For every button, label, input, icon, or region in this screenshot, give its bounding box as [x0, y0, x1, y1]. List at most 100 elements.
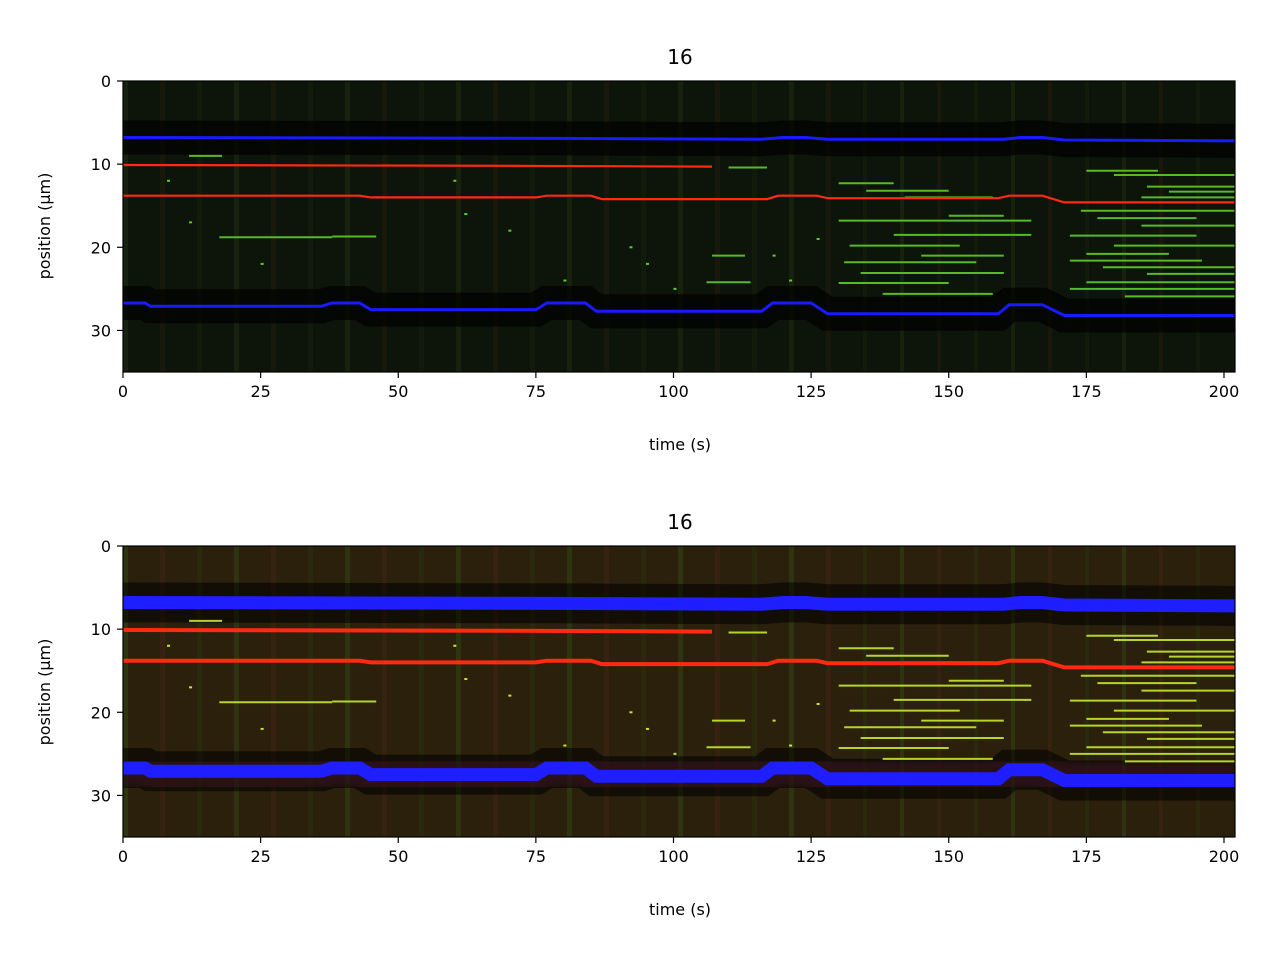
noise-stripe — [570, 546, 571, 837]
noise-stripe — [458, 81, 459, 372]
noise-stripe — [1123, 81, 1124, 372]
noise-stripe — [271, 81, 272, 372]
noise-stripe — [127, 81, 128, 372]
noise-stripe — [275, 546, 276, 837]
noise-stripe — [1014, 81, 1015, 372]
noise-stripe — [345, 546, 346, 837]
bead-line — [123, 761, 1235, 787]
noise-stripe — [457, 81, 458, 372]
noise-stripe — [422, 546, 423, 837]
dna-line — [123, 628, 713, 634]
noise-stripe — [1085, 546, 1086, 837]
noise-stripe — [160, 81, 161, 372]
noise-stripe — [419, 81, 420, 372]
noise-stripe — [976, 81, 977, 372]
noise-stripe — [458, 546, 459, 837]
noise-stripe — [828, 546, 829, 837]
protein-spot — [673, 287, 677, 290]
plot-frame — [122, 80, 1236, 373]
noise-stripe — [606, 546, 607, 837]
noise-stripe — [1085, 81, 1086, 372]
noise-stripe — [606, 81, 607, 372]
x-tick-label: 25 — [250, 847, 270, 866]
noise-stripe — [533, 81, 534, 372]
noise-stripe — [272, 546, 273, 837]
noise-stripe — [1013, 81, 1014, 372]
noise-stripe — [939, 546, 940, 837]
noise-stripe — [752, 546, 753, 837]
noise-stripe — [863, 81, 864, 372]
noise-stripe — [532, 81, 533, 372]
noise-stripe — [1122, 81, 1123, 372]
noise-stripe — [940, 81, 941, 372]
noise-stripe — [644, 81, 645, 372]
noise-stripe — [608, 81, 609, 372]
noise-stripe — [903, 546, 904, 837]
protein-spot — [189, 221, 193, 224]
noise-stripe — [830, 81, 831, 372]
noise-stripe — [1088, 81, 1089, 372]
noise-stripe — [201, 81, 202, 372]
kymograph-panel-top: 16 time (s) position (µm) 0 25 50 75 100 125 1… — [35, 45, 1239, 454]
noise-stripe — [642, 546, 643, 837]
noise-stripe — [866, 81, 867, 372]
y-tick-label: 0 — [101, 537, 111, 556]
noise-stripe — [642, 81, 643, 372]
noise-stripe — [234, 546, 235, 837]
noise-stripe — [495, 546, 496, 837]
noise-stripe — [680, 81, 681, 372]
noise-stripe — [754, 546, 755, 837]
noise-stripe — [755, 81, 756, 372]
noise-stripe — [236, 81, 237, 372]
y-axis-label: position (µm) — [35, 639, 54, 746]
x-tick-label: 50 — [388, 847, 408, 866]
noise-stripe — [977, 546, 978, 837]
x-tick-label: 25 — [250, 382, 270, 401]
noise-stripe — [865, 81, 866, 372]
protein-spot — [789, 744, 793, 747]
noise-stripe — [419, 546, 420, 837]
x-tick-label: 125 — [796, 382, 827, 401]
protein-spot — [772, 719, 776, 722]
noise-stripe — [569, 81, 570, 372]
kymograph-panel-bottom: 16 time (s) position (µm) 0 25 50 75 100 125 1… — [35, 510, 1239, 919]
noise-stripe — [753, 546, 754, 837]
noise-stripe — [235, 81, 236, 372]
protein-spot — [816, 237, 820, 240]
dna-line — [123, 194, 1235, 204]
x-tick-label: 200 — [1209, 847, 1240, 866]
y-tick-label: 10 — [91, 620, 111, 639]
noise-stripe — [792, 81, 793, 372]
noise-stripe — [1086, 81, 1087, 372]
noise-stripe — [940, 546, 941, 837]
noise-stripe — [604, 81, 605, 372]
noise-stripe — [382, 81, 383, 372]
y-axis-label: position (µm) — [35, 173, 54, 280]
noise-stripe — [715, 546, 716, 837]
noise-stripe — [422, 81, 423, 372]
noise-stripe — [236, 546, 237, 837]
noise-stripe — [383, 81, 384, 372]
noise-stripe — [682, 546, 683, 837]
noise-stripe — [715, 81, 716, 372]
protein-spot — [816, 702, 820, 705]
x-tick-label: 150 — [933, 847, 964, 866]
protein-spot — [260, 727, 264, 730]
noise-stripe — [1013, 546, 1014, 837]
noise-stripe — [1086, 546, 1087, 837]
noise-stripe — [719, 81, 720, 372]
noise-stripe — [975, 546, 976, 837]
noise-stripe — [198, 81, 199, 372]
noise-stripe — [974, 546, 975, 837]
noise-stripe — [126, 546, 127, 837]
noise-stripe — [1051, 546, 1052, 837]
noise-stripe — [569, 546, 570, 837]
noise-stripe — [1050, 81, 1051, 372]
x-axis-label: time (s) — [649, 435, 711, 454]
noise-stripe — [197, 81, 198, 372]
noise-stripe — [1124, 81, 1125, 372]
noise-stripe — [1087, 81, 1088, 372]
noise-stripe — [1011, 546, 1012, 837]
noise-stripe — [1087, 546, 1088, 837]
